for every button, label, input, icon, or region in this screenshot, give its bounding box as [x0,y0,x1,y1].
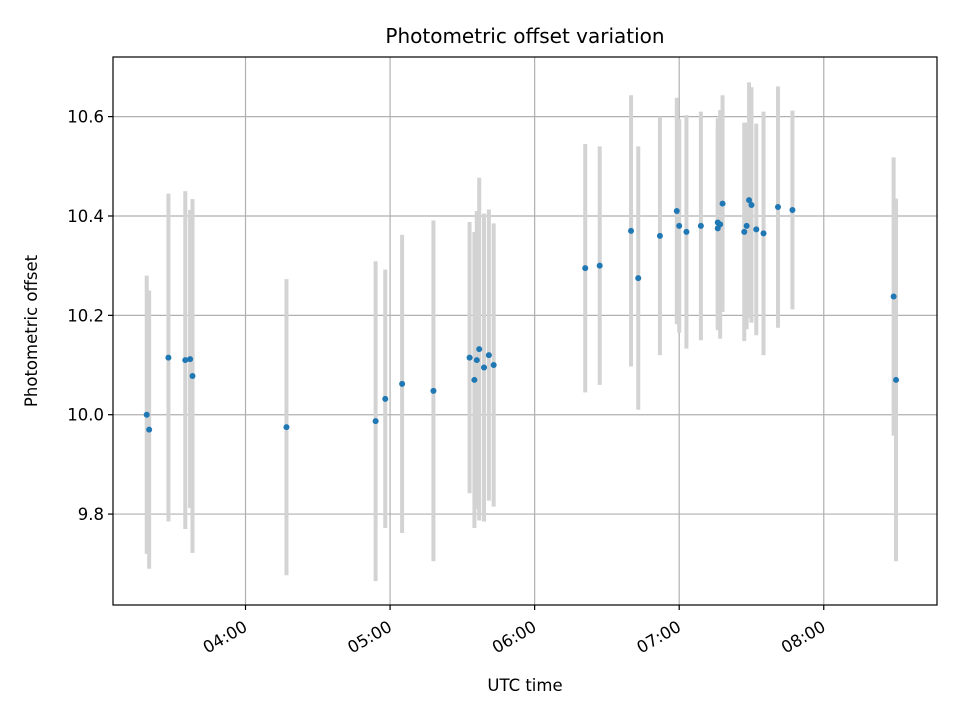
data-point [471,376,478,383]
data-point [746,197,753,204]
data-point [372,418,379,425]
data-point [673,208,680,215]
data-point [719,200,726,207]
data-point [143,411,150,418]
data-point [741,228,748,235]
data-point [628,227,635,234]
data-point [635,275,642,282]
data-point [717,221,724,228]
y-tick-label: 10.2 [67,306,104,325]
data-point [165,354,172,361]
data-point [582,265,589,272]
data-points [143,197,900,433]
y-tick-label: 10.0 [67,406,104,425]
data-point [189,372,196,379]
data-point [283,424,290,431]
y-tick-label: 10.6 [67,108,104,127]
y-axis-label: Photometric offset [22,254,41,407]
data-point [743,222,750,229]
data-point [760,230,767,237]
y-tick-label: 10.4 [67,207,104,226]
y-tick-label: 9.8 [78,505,104,524]
data-point [182,357,189,364]
data-point [596,262,603,269]
data-point [382,395,389,402]
data-point [473,357,480,364]
x-axis-label: UTC time [487,676,562,695]
data-point [774,204,781,211]
data-point [656,232,663,239]
data-point [481,364,488,371]
data-point [430,387,437,394]
plot-frame [112,56,938,606]
data-point [753,226,760,233]
data-point [676,222,683,229]
data-point [476,346,483,353]
data-point [748,202,755,209]
data-point [485,352,492,359]
data-point [399,380,406,387]
data-point [890,293,897,300]
data-point [466,354,473,361]
data-point [683,228,690,235]
data-point [697,222,704,229]
data-point [789,207,796,214]
data-point [187,356,194,363]
y-axis-ticks: 9.8 10.0 10.2 10.4 10.6 [67,108,113,524]
data-point [146,426,153,433]
data-point [490,362,497,369]
grid [113,57,937,605]
chart-title: Photometric offset variation [385,24,664,48]
data-point [893,376,900,383]
